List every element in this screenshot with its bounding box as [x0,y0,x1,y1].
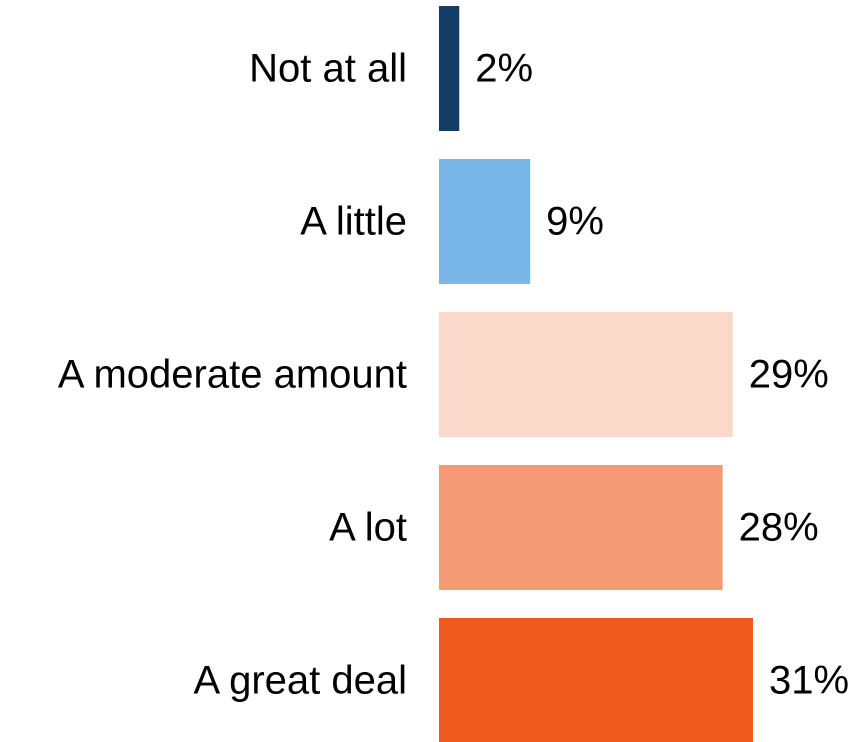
value-labels-group: 2% 9% 29% 28% 31% [475,47,849,703]
value-label-0: 2% [475,47,533,91]
category-label-4: A great deal [194,659,408,703]
bar-4 [439,618,753,742]
category-label-2: A moderate amount [58,353,407,397]
value-label-3: 28% [739,506,819,550]
category-label-0: Not at all [249,47,407,91]
category-label-1: A little [300,200,407,244]
bars-group [439,6,753,742]
category-labels-group: Not at all A little A moderate amount A lot… [58,47,407,703]
value-label-2: 29% [749,353,829,397]
bar-0 [439,6,460,131]
value-label-1: 9% [546,200,604,244]
category-label-3: A lot [329,506,407,550]
bar-1 [439,159,531,284]
bar-2 [439,312,733,437]
value-label-4: 31% [769,659,849,703]
bar-3 [439,465,723,590]
